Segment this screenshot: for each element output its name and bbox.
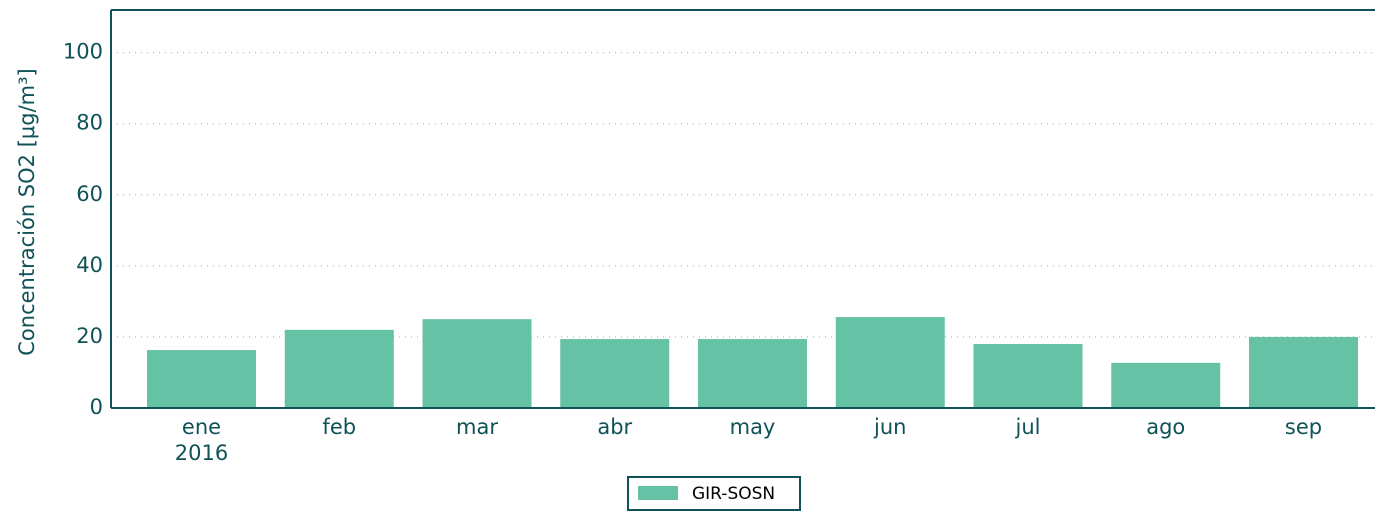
- x-tick-label: feb: [322, 415, 356, 439]
- x-tick-label: jun: [873, 415, 906, 439]
- y-tick-label: 60: [76, 182, 103, 206]
- legend-swatch: [638, 486, 678, 500]
- bar: [1249, 336, 1358, 408]
- y-axis-label: Concentración SO2 [μg/m³]: [15, 68, 39, 355]
- y-tick-label: 40: [76, 253, 103, 277]
- bar: [973, 344, 1083, 408]
- bar: [560, 339, 670, 408]
- x-tick-label: jul: [1015, 415, 1041, 439]
- x-tick-label: ene 2016: [175, 415, 228, 465]
- bar: [1111, 362, 1221, 408]
- bar: [284, 329, 394, 408]
- y-tick-label: 100: [63, 40, 103, 64]
- x-tick-label: mar: [456, 415, 498, 439]
- x-tick-label: abr: [597, 415, 632, 439]
- bar: [422, 319, 532, 408]
- bar: [147, 350, 256, 408]
- y-tick-label: 20: [76, 324, 103, 348]
- x-tick-label: sep: [1285, 415, 1322, 439]
- bar: [698, 339, 807, 408]
- y-tick-label: 0: [90, 395, 103, 419]
- x-tick-label: ago: [1146, 415, 1185, 439]
- x-tick-label: may: [730, 415, 776, 439]
- legend-label: GIR-SOSN: [692, 484, 775, 504]
- y-tick-label: 80: [76, 111, 103, 135]
- bar: [835, 317, 945, 408]
